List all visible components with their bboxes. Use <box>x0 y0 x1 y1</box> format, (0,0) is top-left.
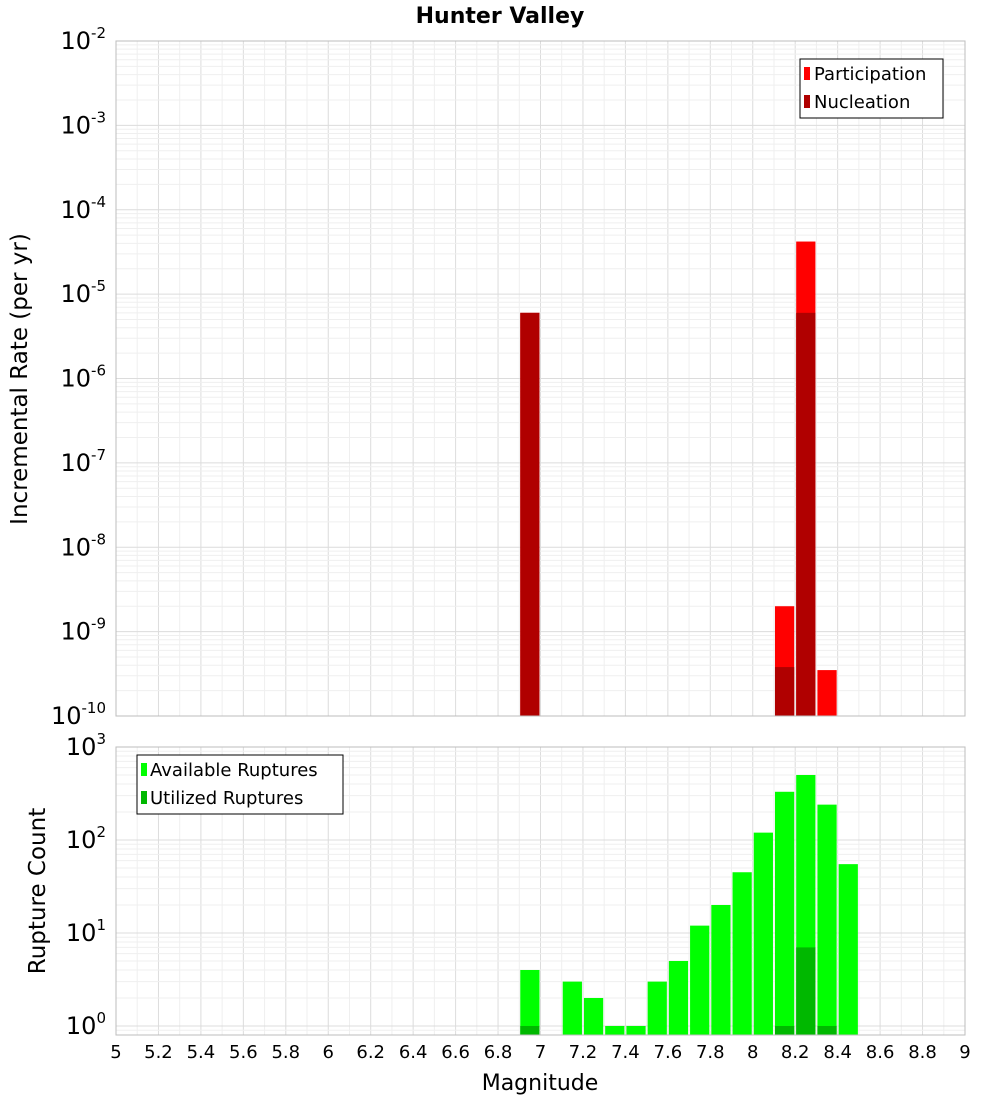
x-tick-label: 6.2 <box>356 1042 385 1063</box>
available-ruptures-bar <box>753 832 773 1035</box>
x-tick-label: 8.2 <box>781 1042 810 1063</box>
utilized-ruptures-swatch <box>141 791 147 804</box>
available-ruptures-bar <box>583 997 604 1035</box>
top-panel: 10-2 10-3 10-4 10-5 10-6 10-7 10-8 10-9 10-10 In… <box>7 24 966 730</box>
x-tick-label: 5.4 <box>187 1042 216 1063</box>
y-tick-label: 10-10 <box>51 699 106 730</box>
utilized-ruptures-bar <box>520 1025 540 1035</box>
x-tick-label: 5.6 <box>229 1042 258 1063</box>
y-tick-label: 10-4 <box>60 193 106 224</box>
available-ruptures-legend-label: Available Ruptures <box>150 760 318 781</box>
nucleation-legend-label: Nucleation <box>814 92 910 113</box>
x-tick-label: 8.6 <box>866 1042 895 1063</box>
available-ruptures-bar <box>520 969 540 1035</box>
x-tick-label: 7.4 <box>611 1042 640 1063</box>
x-tick-label: 7.2 <box>569 1042 598 1063</box>
nucleation-swatch <box>804 95 810 108</box>
chart-title: Hunter Valley <box>416 4 585 29</box>
available-ruptures-bar <box>668 960 689 1035</box>
y-tick-label: 10-6 <box>60 362 106 393</box>
nucleation-bar <box>774 667 795 716</box>
x-tick-label: 6.4 <box>399 1042 428 1063</box>
top-y-ticks: 10-2 10-3 10-4 10-5 10-6 10-7 10-8 10-9 10-10 <box>51 24 106 730</box>
x-tick-label: 6 <box>323 1042 334 1063</box>
top-plot-frame <box>115 40 966 717</box>
available-ruptures-bar <box>562 981 582 1035</box>
bottom-legend: Available Ruptures Utilized Ruptures <box>136 754 344 815</box>
participation-legend-label: Participation <box>814 64 926 85</box>
top-legend-box <box>799 58 944 119</box>
y-tick-label: 10-2 <box>60 24 106 55</box>
x-tick-label: 5.8 <box>271 1042 300 1063</box>
available-ruptures-swatch <box>141 763 147 776</box>
x-tick-label: 8.8 <box>908 1042 937 1063</box>
available-ruptures-bar <box>626 1025 646 1035</box>
x-tick-label: 8.4 <box>823 1042 852 1063</box>
bottom-bars <box>520 774 858 1035</box>
x-tick-label: 6.6 <box>441 1042 470 1063</box>
bottom-plot-frame <box>115 746 966 1036</box>
available-ruptures-bar <box>817 804 837 1035</box>
top-y-axis-label: Incremental Rate (per yr) <box>7 233 33 525</box>
x-tick-label: 8 <box>747 1042 758 1063</box>
x-tick-label: 5 <box>110 1042 121 1063</box>
top-legend: Participation Nucleation <box>799 58 944 119</box>
participation-swatch <box>804 67 810 80</box>
utilized-ruptures-bar <box>796 947 816 1035</box>
nucleation-bar <box>520 312 540 716</box>
y-tick-label: 10-7 <box>60 446 106 477</box>
available-ruptures-bar <box>647 981 667 1035</box>
x-tick-label: 9 <box>959 1042 970 1063</box>
y-tick-label: 100 <box>66 1009 106 1040</box>
available-ruptures-bar <box>605 1025 625 1035</box>
bottom-y-ticks: 103 102 101 100 <box>66 730 106 1040</box>
utilized-ruptures-bar <box>774 1025 795 1035</box>
y-tick-label: 10-5 <box>60 277 106 308</box>
x-tick-label: 5.2 <box>144 1042 173 1063</box>
y-tick-label: 101 <box>66 916 106 947</box>
x-tick-label: 6.8 <box>484 1042 513 1063</box>
bottom-y-axis-label: Rupture Count <box>25 808 51 974</box>
available-ruptures-bar <box>732 872 752 1035</box>
y-tick-label: 10-3 <box>60 108 106 139</box>
bottom-panel: 103 102 101 100 Rupture Count Available Rup… <box>25 730 966 1040</box>
participation-bar <box>817 670 837 716</box>
utilized-ruptures-legend-label: Utilized Ruptures <box>150 788 303 809</box>
available-ruptures-bar <box>774 791 795 1035</box>
x-tick-label: 7.8 <box>696 1042 725 1063</box>
top-bars <box>520 241 837 717</box>
x-axis-label: Magnitude <box>482 1071 599 1096</box>
bottom-legend-box <box>136 754 344 815</box>
available-ruptures-bar <box>838 864 858 1035</box>
y-tick-label: 103 <box>66 730 106 761</box>
y-tick-label: 102 <box>66 823 106 854</box>
y-tick-label: 10-9 <box>60 615 106 646</box>
y-tick-label: 10-8 <box>60 530 106 561</box>
top-grid <box>115 40 966 717</box>
available-ruptures-bar <box>711 904 731 1035</box>
x-tick-label: 7.6 <box>654 1042 683 1063</box>
nucleation-bar <box>796 312 816 716</box>
x-tick-label: 7 <box>535 1042 546 1063</box>
x-ticks: 5 5.2 5.4 5.6 5.8 6 6.2 6.4 6.6 6.8 7 7.2 7.4 7.6 7.8 8… <box>110 1042 970 1063</box>
available-ruptures-bar <box>690 925 710 1035</box>
utilized-ruptures-bar <box>817 1025 837 1035</box>
